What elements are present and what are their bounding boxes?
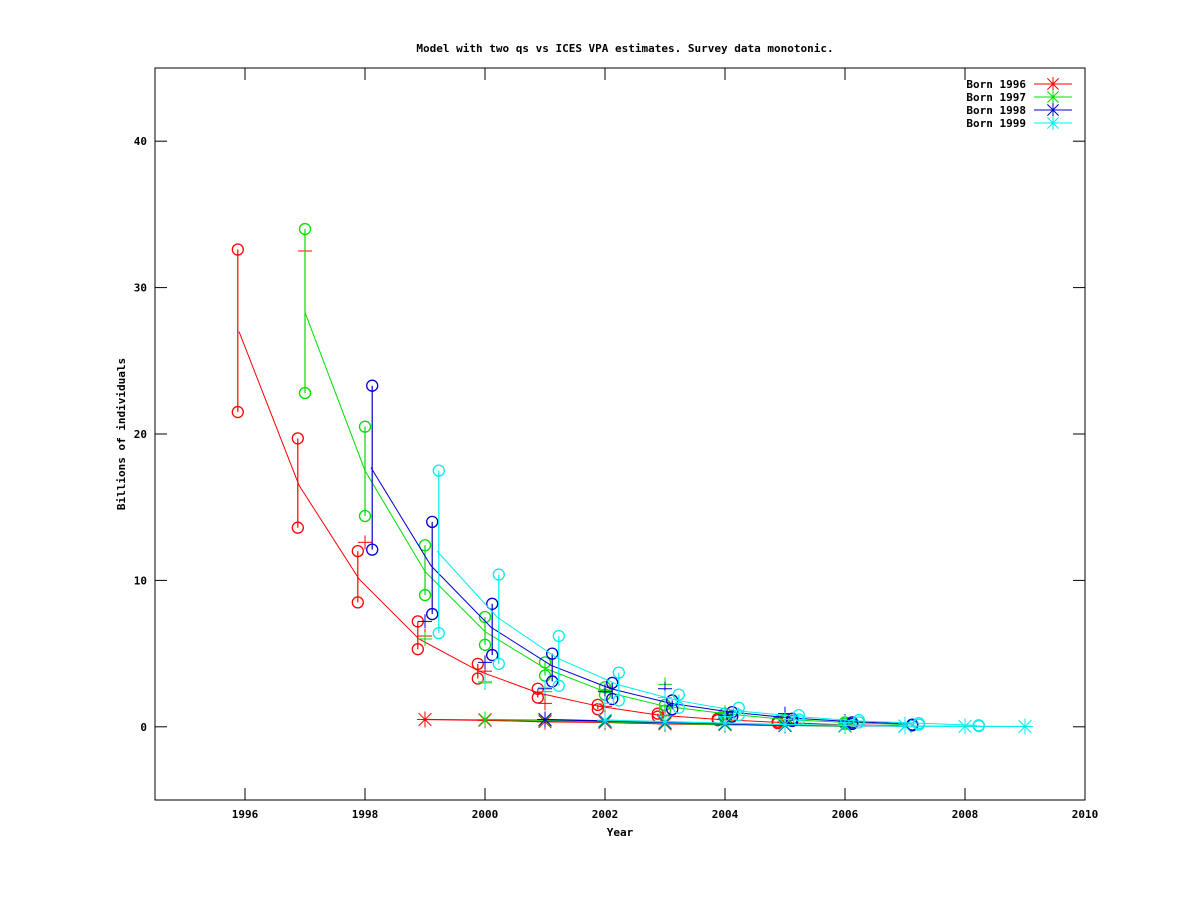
survey-circle-marker <box>672 688 685 701</box>
survey-circle-marker <box>711 714 724 727</box>
survey-circle-marker <box>492 568 505 581</box>
y-tick-label: 30 <box>134 282 147 295</box>
survey-circle-marker <box>418 539 432 552</box>
x-tick-label: 1996 <box>232 808 259 821</box>
survey-circle-marker <box>426 607 439 621</box>
survey-circle-marker <box>852 716 865 729</box>
survey-circle-marker <box>366 543 379 556</box>
star-marker <box>958 719 972 734</box>
survey-circle-marker <box>432 464 445 477</box>
survey-circle-marker <box>612 666 625 679</box>
survey-circle-marker <box>418 588 432 602</box>
survey-circle-marker <box>486 597 499 610</box>
survey-circle-marker <box>471 657 484 670</box>
survey-circle-marker <box>726 706 739 719</box>
survey-circle-marker <box>666 703 679 716</box>
star-marker <box>718 716 732 730</box>
axes: 1996 1998 2000 2002 2004 2006 2008 2010 0 10 20 30 4… <box>134 67 1099 821</box>
survey-circle-marker <box>486 648 499 662</box>
survey-circle-marker <box>298 386 312 400</box>
model-line <box>238 331 900 727</box>
star-marker <box>1018 719 1032 734</box>
legend-label: Born 1999 <box>966 117 1026 130</box>
survey-circle-marker <box>426 515 439 528</box>
survey-circle-marker <box>478 638 492 651</box>
survey-circle-marker <box>732 701 745 714</box>
survey-circle-marker <box>546 647 559 660</box>
legend-label: Born 1998 <box>966 104 1026 117</box>
survey-circle-marker <box>672 701 685 714</box>
series-born-1998 <box>366 379 919 735</box>
star-marker <box>598 713 612 727</box>
survey-circle-marker <box>478 610 492 624</box>
star-marker <box>778 717 792 732</box>
series-born-1999 <box>432 464 1033 735</box>
survey-circle-marker <box>492 657 505 670</box>
survey-circle-marker <box>912 718 925 731</box>
x-tick-label: 2004 <box>712 808 739 821</box>
star-marker <box>538 712 552 727</box>
survey-circle-marker <box>351 544 364 558</box>
star-marker <box>1047 104 1059 116</box>
legend-label: Born 1996 <box>966 78 1026 91</box>
survey-circle-marker <box>291 521 304 534</box>
survey-circle-marker <box>792 708 805 722</box>
survey-circle-marker <box>366 379 379 392</box>
survey-circle-marker <box>732 708 745 722</box>
y-tick-label: 0 <box>140 721 147 734</box>
chart-title: Model with two qs vs ICES VPA estimates.… <box>416 42 833 55</box>
star-marker <box>478 712 492 727</box>
y-tick-label: 10 <box>134 574 147 587</box>
star-series-line <box>604 719 1026 728</box>
series-born-1996 <box>231 243 900 734</box>
x-tick-label: 1998 <box>352 808 379 821</box>
survey-circle-marker <box>531 691 544 704</box>
x-tick-label: 2000 <box>472 808 499 821</box>
survey-circle-marker <box>591 698 604 711</box>
survey-circle-marker <box>546 675 559 688</box>
y-tick-label: 40 <box>134 135 147 148</box>
survey-circle-marker <box>538 656 552 669</box>
survey-circle-marker <box>651 707 664 720</box>
star-marker <box>838 718 852 733</box>
star-marker <box>898 719 912 733</box>
survey-circle-marker <box>432 626 445 640</box>
survey-circle-marker <box>291 432 304 445</box>
star-marker <box>1047 91 1059 103</box>
x-tick-label: 2002 <box>592 808 619 821</box>
star-marker <box>658 714 672 729</box>
survey-circle-marker <box>612 694 625 707</box>
x-tick-label: 2010 <box>1072 808 1099 821</box>
x-axis-label: Year <box>607 826 634 839</box>
survey-circle-marker <box>591 703 604 716</box>
y-axis-label: Billions of individuals <box>115 358 128 510</box>
x-tick-label: 2006 <box>832 808 859 821</box>
legend-label: Born 1997 <box>966 91 1026 104</box>
star-marker <box>418 712 432 727</box>
star-marker <box>1047 78 1059 90</box>
survey-circle-marker <box>552 679 565 692</box>
model-line <box>370 467 912 725</box>
model-line <box>304 312 906 726</box>
star-marker <box>1047 117 1059 129</box>
survey-circle-marker <box>411 643 424 656</box>
survey-circle-marker <box>351 596 364 609</box>
survey-circle-marker <box>231 405 244 419</box>
survey-circle-marker <box>552 629 565 643</box>
survey-circle-marker <box>906 719 919 732</box>
model-line <box>436 550 978 726</box>
survey-circle-marker <box>298 222 312 236</box>
survey-circle-marker <box>606 676 619 690</box>
y-tick-label: 20 <box>134 428 147 441</box>
x-tick-label: 2008 <box>952 808 979 821</box>
survey-circle-marker <box>606 692 619 706</box>
survey-circle-marker <box>231 243 244 256</box>
survey-circle-marker <box>358 420 372 433</box>
series-born-1997 <box>298 222 906 735</box>
survey-circle-marker <box>358 509 372 523</box>
survey-circle-marker <box>471 672 484 685</box>
plot-series <box>231 222 1033 735</box>
